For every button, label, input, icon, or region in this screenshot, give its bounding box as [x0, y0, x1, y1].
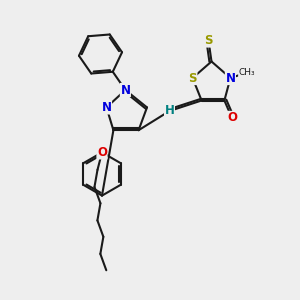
Text: H: H [165, 104, 174, 118]
Text: N: N [120, 83, 130, 97]
Text: N: N [101, 101, 112, 114]
Text: S: S [204, 34, 213, 47]
Text: N: N [225, 71, 236, 85]
Text: O: O [227, 111, 237, 124]
Text: S: S [188, 71, 197, 85]
Text: CH₃: CH₃ [238, 68, 255, 77]
Text: O: O [97, 146, 107, 159]
